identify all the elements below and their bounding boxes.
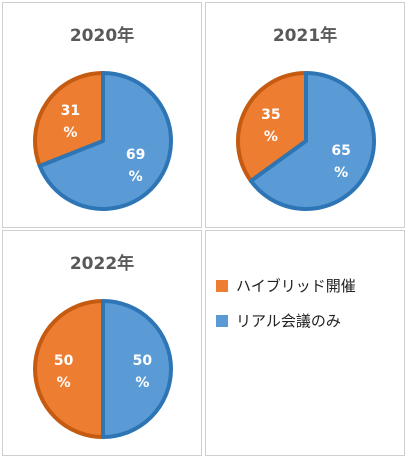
pie-title-2022: 2022年 — [69, 254, 135, 274]
legend-label-hybrid: ハイブリッド開催 — [236, 277, 356, 295]
pie-title-2021: 2021年 — [272, 26, 338, 46]
pie-slice-real-2020 — [37, 71, 173, 211]
legend-item-real: リアル会議のみ — [216, 310, 356, 331]
pie-chart-2020: 31% 69% — [33, 71, 173, 211]
legend-item-hybrid: ハイブリッド開催 — [216, 275, 356, 296]
legend-label-real: リアル会議のみ — [236, 312, 341, 330]
pie-unit-label-hybrid-2020: % — [63, 125, 77, 141]
pie-chart-2022: 50% 50% — [33, 299, 173, 439]
pie-unit-label-real-2021: % — [334, 165, 348, 181]
pie-panel-2020: 2020年 31% 69% — [2, 2, 202, 228]
pie-slice-hybrid-2022 — [33, 299, 105, 439]
pie-unit-label-real-2020: % — [129, 169, 143, 185]
pie-value-label-hybrid-2022: 50 — [54, 353, 74, 369]
pie-value-label-real-2022: 50 — [133, 353, 153, 369]
pie-slice-real-2022 — [101, 299, 173, 439]
pie-chart-2021: 35% 65% — [236, 71, 376, 211]
pie-panel-2021: 2021年 35% 65% — [205, 2, 405, 228]
pie-unit-label-real-2022: % — [135, 375, 149, 391]
pie-title-2020: 2020年 — [69, 26, 135, 46]
pie-value-label-real-2021: 65 — [331, 143, 350, 159]
pie-slice-hybrid-2020 — [33, 71, 105, 169]
pie-value-label-hybrid-2021: 35 — [261, 107, 280, 123]
pie-value-label-hybrid-2020: 31 — [61, 103, 80, 119]
pie-unit-label-hybrid-2022: % — [57, 375, 71, 391]
pie-slice-real-2021 — [248, 71, 376, 211]
pie-value-label-real-2020: 69 — [126, 147, 145, 163]
pie-unit-label-hybrid-2021: % — [264, 129, 278, 145]
pie-panel-2022: 2022年 50% 50% — [2, 230, 202, 456]
legend-swatch-real — [216, 314, 228, 327]
legend-swatch-hybrid — [216, 279, 228, 292]
legend-panel: ハイブリッド開催 リアル会議のみ — [205, 230, 405, 456]
pie-slice-hybrid-2021 — [236, 71, 308, 183]
chart-legend: ハイブリッド開催 リアル会議のみ — [216, 275, 356, 345]
